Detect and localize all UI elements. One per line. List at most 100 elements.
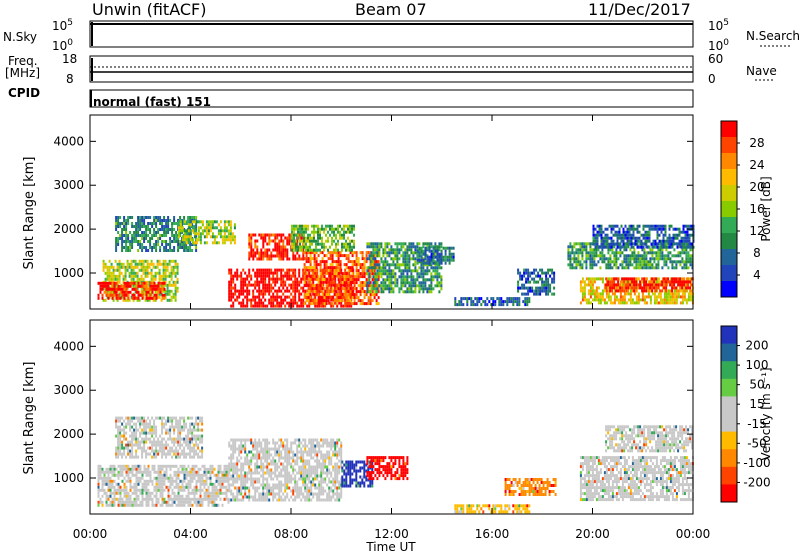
heatmap-cell: [659, 248, 662, 252]
freq-tick-bottom: 8: [66, 72, 74, 86]
heatmap-cell: [125, 225, 128, 228]
heatmap-cell: [337, 269, 340, 273]
heatmap-cell: [262, 239, 265, 243]
heatmap-cell: [347, 260, 350, 264]
heatmap-cell: [172, 265, 175, 269]
heatmap-cell: [622, 233, 625, 237]
heatmap-cell: [444, 249, 447, 253]
heatmap-cell: [268, 268, 271, 272]
heatmap-cell: [444, 246, 447, 250]
heatmap-cell: [260, 292, 263, 296]
heatmap-cell: [148, 262, 151, 266]
heatmap-cell: [335, 302, 338, 306]
heatmap-cell: [335, 254, 338, 258]
heatmap-cell: [195, 241, 198, 245]
heatmap-cell: [319, 299, 322, 303]
heatmap-cell: [598, 230, 601, 234]
heatmap-cell: [357, 260, 360, 264]
heatmap-cell: [350, 304, 353, 308]
heatmap-cell: [125, 497, 128, 501]
heatmap-cell: [248, 280, 251, 284]
heatmap-cell: [351, 296, 354, 300]
heatmap-cell: [615, 248, 618, 252]
heatmap-cell: [126, 298, 129, 302]
heatmap-cell: [337, 287, 340, 291]
heatmap-cell: [104, 262, 107, 266]
heatmap-cell: [266, 271, 269, 275]
heatmap-cell: [240, 289, 243, 293]
heatmap-cell: [428, 255, 431, 259]
heatmap-cell: [378, 248, 381, 252]
heatmap-cell: [109, 488, 112, 492]
heatmap-cell: [256, 283, 259, 287]
heatmap-cell: [155, 500, 158, 504]
heatmap-cell: [641, 289, 644, 293]
heatmap-cell: [528, 297, 531, 301]
heatmap-cell: [193, 470, 196, 474]
heatmap-cell: [302, 271, 305, 275]
heatmap-cell: [161, 476, 164, 480]
heatmap-cell: [149, 473, 152, 477]
heatmap-cell: [396, 257, 399, 261]
heatmap-cell: [626, 242, 629, 246]
heatmap-cell: [299, 239, 301, 243]
heatmap-cell: [181, 238, 184, 242]
heatmap-cell: [632, 236, 635, 240]
heatmap-cell: [619, 289, 622, 293]
heatmap-cell: [128, 262, 131, 266]
heatmap-cell: [424, 269, 427, 273]
heatmap-cell: [207, 232, 210, 236]
heatmap-cell: [662, 245, 665, 249]
heatmap-cell: [325, 278, 328, 282]
heatmap-cell: [366, 284, 369, 288]
heatmap-cell: [632, 233, 635, 237]
heatmap-cell: [613, 283, 616, 287]
heatmap-cell: [639, 260, 642, 264]
heatmap-cell: [268, 283, 271, 287]
heatmap-cell: [679, 283, 682, 287]
heatmap-cell: [137, 225, 140, 228]
heatmap-cell: [173, 234, 176, 237]
heatmap-cell: [531, 271, 534, 275]
heatmap-cell: [335, 227, 337, 231]
heatmap-cell: [380, 284, 383, 288]
heatmap-cell: [327, 287, 330, 291]
heatmap-cell: [174, 271, 177, 275]
heatmap-cell: [663, 295, 666, 299]
heatmap-cell: [545, 271, 548, 275]
heatmap-cell: [296, 283, 299, 287]
heatmap-cell: [664, 230, 667, 234]
heatmap-cell: [230, 286, 233, 290]
heatmap-cell: [686, 236, 689, 240]
heatmap-cell: [671, 254, 674, 258]
heatmap-cell: [284, 283, 287, 287]
heatmap-cell: [99, 284, 102, 288]
heatmap-cell: [343, 254, 346, 258]
heatmap-cell: [594, 245, 597, 249]
heatmap-cell: [189, 219, 192, 222]
heatmap-cell: [667, 277, 670, 281]
heatmap-cell: [125, 503, 128, 507]
heatmap-cell: [323, 245, 325, 249]
heatmap-cell: [649, 295, 652, 299]
heatmap-cell: [319, 248, 321, 252]
heatmap-cell: [651, 277, 654, 281]
heatmap-cell: [659, 301, 662, 305]
heatmap-cell: [687, 257, 690, 261]
heatmap-cell: [313, 227, 315, 231]
heatmap-cell: [234, 274, 237, 278]
heatmap-cell: [305, 248, 307, 252]
heatmap-cell: [645, 295, 648, 299]
heatmap-cell: [658, 245, 661, 249]
heatmap-cell: [149, 287, 152, 291]
heatmap-cell: [197, 235, 200, 239]
heatmap-cell: [617, 289, 620, 293]
heatmap-cell: [567, 257, 570, 261]
heatmap-cell: [603, 298, 606, 302]
heatmap-cell: [599, 266, 602, 270]
heatmap-cell: [426, 246, 429, 250]
heatmap-cell: [589, 257, 592, 261]
heatmap-cell: [604, 245, 607, 249]
heatmap-cell: [270, 304, 273, 308]
heatmap-cell: [655, 283, 658, 287]
